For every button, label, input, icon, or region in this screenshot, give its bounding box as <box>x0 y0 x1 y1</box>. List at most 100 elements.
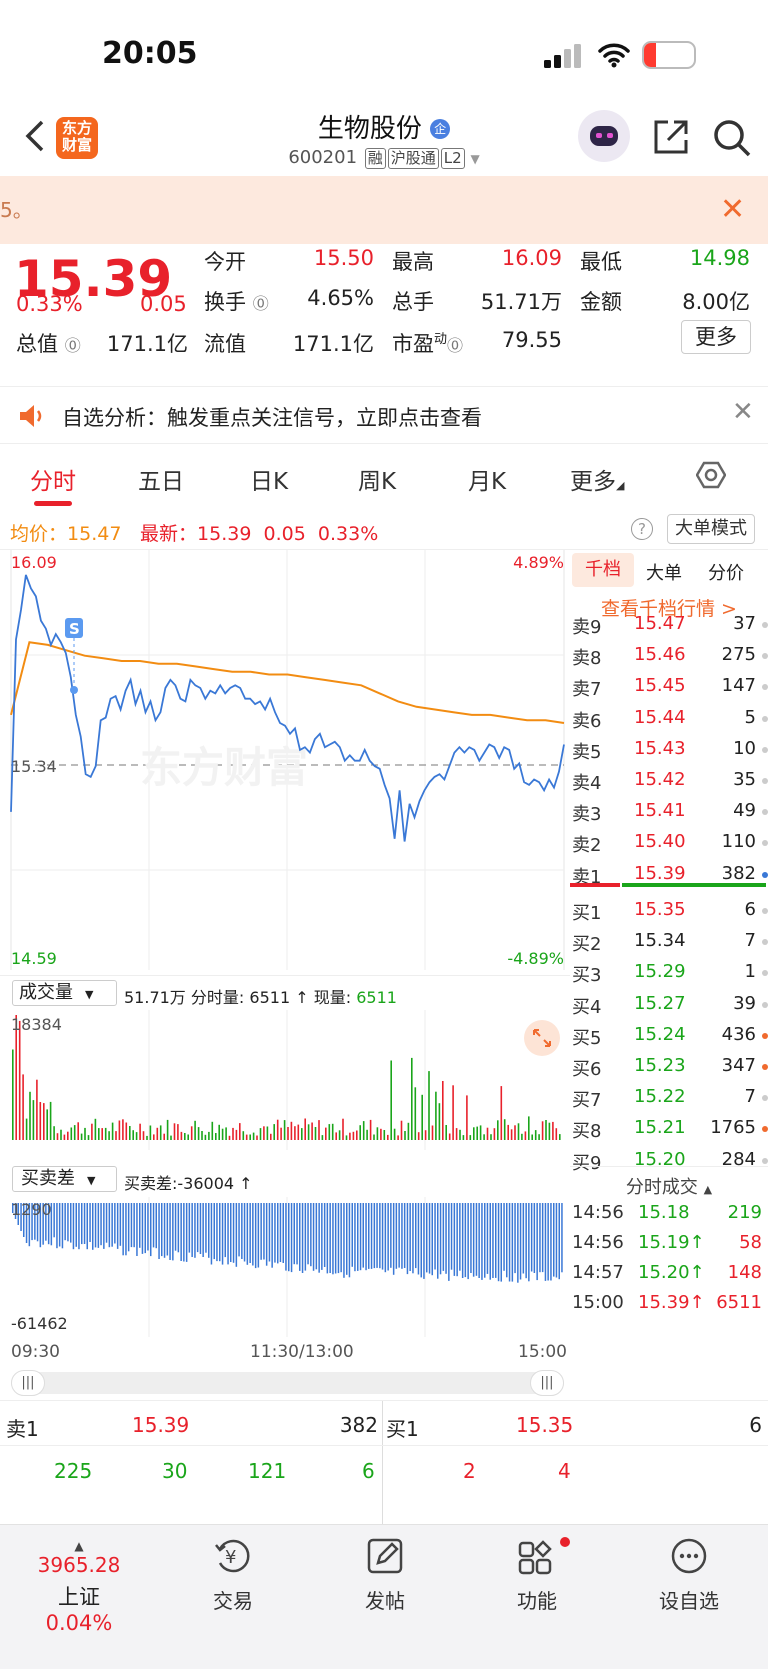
trade-time: 14:56 <box>572 1202 624 1223</box>
volume-bar <box>445 1125 447 1140</box>
tab-daily-k[interactable]: 日K <box>250 469 289 495</box>
sell-row[interactable]: 卖5 15.43 10 <box>570 733 768 766</box>
buy-sell-diff-chart[interactable]: 1290 -61462 <box>0 1197 570 1337</box>
sell-row[interactable]: 卖2 15.40 110 <box>570 826 768 859</box>
level-price: 15.39 <box>634 862 686 884</box>
x-tick-close: 15:00 <box>518 1342 567 1362</box>
diff-bar <box>550 1203 552 1281</box>
turnover-label[interactable]: 换手 ⓪ <box>204 290 269 314</box>
expand-button[interactable] <box>524 1020 560 1056</box>
diff-bar <box>428 1203 431 1274</box>
buy-row[interactable]: 买5 15.24 436 <box>570 1019 768 1052</box>
sell-row[interactable]: 卖6 15.44 5 <box>570 702 768 735</box>
diff-bottom-label: -61462 <box>11 1314 68 1333</box>
nav-functions[interactable]: 功能 <box>482 1535 592 1614</box>
diff-bar <box>392 1203 395 1275</box>
trades-title[interactable]: 分时成交 ▲ <box>570 1166 768 1199</box>
index-ticker[interactable]: ▲ 3965.28 上证 0.04% <box>24 1539 134 1635</box>
level-label: 买5 <box>572 1027 602 1049</box>
tab-monthly-k[interactable]: 月K <box>468 469 507 495</box>
time-range-scrollbar[interactable]: ||| ||| <box>11 1370 564 1396</box>
tab-weekly-k[interactable]: 周K <box>358 469 397 495</box>
app-logo[interactable]: 东方财富 <box>56 117 98 159</box>
level-volume: 37 <box>733 613 756 634</box>
level-label: 买9 <box>572 1152 602 1174</box>
volume-bar-chart[interactable]: 18384 <box>0 1010 570 1150</box>
volume-bar <box>490 1134 492 1140</box>
buy-row[interactable]: 买3 15.29 1 <box>570 956 768 989</box>
sell-row[interactable]: 卖3 15.41 49 <box>570 795 768 828</box>
close-icon[interactable]: ✕ <box>720 192 746 227</box>
notice-banner[interactable]: 5。 ✕ <box>0 176 768 244</box>
volume-bar <box>534 1130 537 1140</box>
buy-row[interactable]: 买2 15.34 7 <box>570 925 768 958</box>
tab-intraday[interactable]: 分时 <box>30 469 76 495</box>
diff-bar <box>459 1203 461 1271</box>
buy-row[interactable]: 买6 15.23 347 <box>570 1050 768 1083</box>
help-icon[interactable]: ? <box>631 518 653 540</box>
diff-bar <box>434 1203 436 1270</box>
nav-add-watchlist[interactable]: 设自选 <box>634 1535 744 1614</box>
buy-row[interactable]: 买1 15.35 6 <box>570 894 768 927</box>
indicator-select-diff[interactable]: 买卖差 ▼ <box>12 1166 117 1192</box>
index-line: 上证 0.04% <box>45 1585 113 1635</box>
indicator-select-volume[interactable]: 成交量 ▼ <box>12 980 117 1006</box>
sell-row[interactable]: 卖1 15.39 382 <box>570 858 768 891</box>
wifi-icon <box>598 43 630 68</box>
buy-row[interactable]: 买9 15.20 284 <box>570 1144 768 1177</box>
x-tick-noon: 11:30/13:00 <box>250 1342 354 1362</box>
diff-bar <box>448 1203 450 1281</box>
sell-signal-badge[interactable] <box>65 618 83 638</box>
tab-price-dist[interactable]: 分价 <box>708 563 744 584</box>
trade-price: 15.20↑ <box>638 1262 705 1283</box>
diff-bar <box>92 1203 94 1250</box>
volume-bar <box>122 1119 124 1140</box>
diff-legend: 买卖差 ▼ 买卖差:-36004 ↑ <box>0 1162 570 1194</box>
gear-icon[interactable] <box>696 460 726 490</box>
back-arrow-icon[interactable] <box>22 116 46 156</box>
diff-bar <box>100 1203 102 1246</box>
tab-thousand-level[interactable]: 千档 <box>572 553 634 587</box>
tab-five-day[interactable]: 五日 <box>138 469 184 495</box>
signal-bar[interactable]: 自选分析：触发重点关注信号，立即点击查看 ✕ <box>0 386 768 444</box>
nav-post[interactable]: 发帖 <box>330 1535 440 1614</box>
pe-label[interactable]: 市盈动⓪ <box>392 332 464 356</box>
thousand-level-link[interactable]: 查看千档行情 > <box>601 598 737 620</box>
time-axis: 09:30 11:30/13:00 15:00 <box>0 1340 570 1364</box>
level-price: 15.21 <box>634 1117 686 1139</box>
stock-title[interactable]: 生物股份 企 <box>0 108 768 145</box>
assistant-avatar-icon[interactable] <box>578 110 630 162</box>
level-volume: 284 <box>721 1148 756 1170</box>
search-icon[interactable] <box>712 118 752 158</box>
buy-row[interactable]: 买7 15.22 7 <box>570 1081 768 1114</box>
volume-legend: 成交量 ▼ 51.71万 分时量: 6511 ↑ 现量: 6511 <box>0 975 570 1007</box>
market-cap-label[interactable]: 总值 ⓪ <box>16 332 81 356</box>
sell-row[interactable]: 卖4 15.42 35 <box>570 764 768 797</box>
diff-bar <box>58 1203 61 1247</box>
range-handle-right[interactable]: ||| <box>530 1370 564 1396</box>
stock-code-line[interactable]: 600201 融沪股通 L2 ▼ <box>0 147 768 169</box>
volume-bar <box>46 1109 48 1140</box>
close-icon[interactable]: ✕ <box>732 397 754 427</box>
sell-row[interactable]: 卖8 15.46 275 <box>570 639 768 672</box>
diff-bar <box>105 1203 108 1243</box>
big-order-mode-button[interactable]: 大单模式 <box>667 514 755 544</box>
nav-trade[interactable]: ¥ 交易 <box>178 1535 288 1614</box>
level-price: 15.45 <box>634 675 686 697</box>
diff-bar <box>130 1203 133 1248</box>
diff-bar <box>108 1203 111 1248</box>
diff-bar <box>489 1203 491 1280</box>
price-line-chart[interactable]: 东方财富 S 16.09 15.34 14.59 4.89% -4.89% <box>0 550 570 970</box>
level-volume: 147 <box>721 675 756 697</box>
sell-row[interactable]: 卖9 15.47 37 <box>570 608 768 641</box>
tab-big-order[interactable]: 大单 <box>646 563 682 584</box>
buy-row[interactable]: 买4 15.27 39 <box>570 988 768 1021</box>
more-button[interactable]: 更多 <box>681 320 751 354</box>
diff-bar <box>163 1203 166 1258</box>
sell-row[interactable]: 卖7 15.45 147 <box>570 670 768 703</box>
range-handle-left[interactable]: ||| <box>11 1370 45 1396</box>
diff-bar <box>553 1203 555 1277</box>
tab-more[interactable]: 更多◢ <box>570 469 625 495</box>
buy-row[interactable]: 买8 15.21 1765 <box>570 1112 768 1145</box>
share-icon[interactable] <box>652 118 690 156</box>
